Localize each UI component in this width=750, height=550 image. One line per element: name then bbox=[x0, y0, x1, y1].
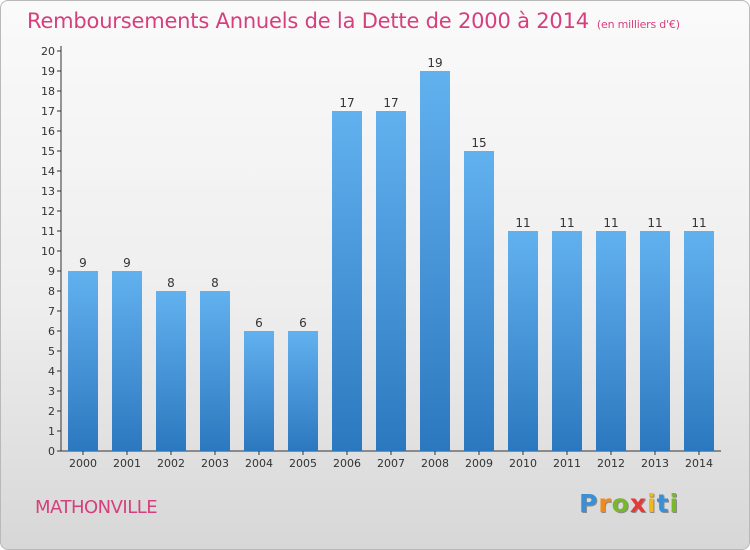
x-tick-label: 2000 bbox=[69, 457, 97, 470]
y-tick-label: 15 bbox=[41, 145, 55, 158]
data-label: 15 bbox=[471, 136, 486, 150]
logo-letter: P bbox=[579, 489, 599, 518]
y-tick-label: 20 bbox=[41, 45, 55, 58]
bar bbox=[332, 111, 362, 451]
x-tick-label: 2005 bbox=[289, 457, 317, 470]
data-label: 11 bbox=[603, 216, 618, 230]
bar bbox=[200, 291, 230, 451]
logo-letter: x bbox=[629, 489, 647, 518]
chart-title-row: Remboursements Annuels de la Dette de 20… bbox=[27, 9, 680, 33]
x-tick-label: 2013 bbox=[641, 457, 669, 470]
bar bbox=[288, 331, 318, 451]
y-tick-label: 8 bbox=[48, 285, 55, 298]
x-tick-label: 2009 bbox=[465, 457, 493, 470]
y-tick-label: 18 bbox=[41, 85, 55, 98]
proxiti-logo: Proxiti bbox=[579, 489, 679, 518]
y-tick-label: 14 bbox=[41, 165, 55, 178]
data-label: 11 bbox=[691, 216, 706, 230]
y-tick-label: 1 bbox=[48, 425, 55, 438]
y-tick-label: 5 bbox=[48, 345, 55, 358]
y-tick-label: 7 bbox=[48, 305, 55, 318]
x-tick-label: 2004 bbox=[245, 457, 273, 470]
x-tick-label: 2002 bbox=[157, 457, 185, 470]
data-label: 11 bbox=[515, 216, 530, 230]
y-tick-label: 17 bbox=[41, 105, 55, 118]
logo-letter: o bbox=[611, 489, 630, 518]
bar bbox=[420, 71, 450, 451]
data-label: 17 bbox=[339, 96, 354, 110]
data-label: 6 bbox=[299, 316, 307, 330]
data-label: 9 bbox=[123, 256, 131, 270]
bars: 9 9 8 8 6 6 17 17 19 15 11 11 11 11 11 bbox=[68, 56, 714, 451]
x-tick-label: 2003 bbox=[201, 457, 229, 470]
y-tick-label: 0 bbox=[48, 445, 55, 458]
bar bbox=[596, 231, 626, 451]
commune-name: MATHONVILLE bbox=[35, 497, 158, 518]
bar bbox=[244, 331, 274, 451]
data-label: 8 bbox=[211, 276, 219, 290]
y-tick-label: 2 bbox=[48, 405, 55, 418]
bar bbox=[156, 291, 186, 451]
y-tick-label: 10 bbox=[41, 245, 55, 258]
bar bbox=[376, 111, 406, 451]
bar bbox=[684, 231, 714, 451]
y-tick-label: 9 bbox=[48, 265, 55, 278]
data-label: 11 bbox=[559, 216, 574, 230]
bar bbox=[112, 271, 142, 451]
x-tick-label: 2012 bbox=[597, 457, 625, 470]
x-tick-label: 2010 bbox=[509, 457, 537, 470]
data-label: 8 bbox=[167, 276, 175, 290]
data-label: 6 bbox=[255, 316, 263, 330]
bar bbox=[464, 151, 494, 451]
bar bbox=[508, 231, 538, 451]
y-tick-label: 3 bbox=[48, 385, 55, 398]
chart-unit: (en milliers d'€) bbox=[596, 18, 680, 31]
x-tick-label: 2007 bbox=[377, 457, 405, 470]
y-tick-label: 13 bbox=[41, 185, 55, 198]
bar bbox=[640, 231, 670, 451]
y-tick-label: 4 bbox=[48, 365, 55, 378]
bar bbox=[68, 271, 98, 451]
x-tick-label: 2006 bbox=[333, 457, 361, 470]
x-tick-label: 2001 bbox=[113, 457, 141, 470]
x-tick-label: 2011 bbox=[553, 457, 581, 470]
data-label: 9 bbox=[79, 256, 87, 270]
x-tick-label: 2008 bbox=[421, 457, 449, 470]
y-tick-label: 19 bbox=[41, 65, 55, 78]
data-label: 17 bbox=[383, 96, 398, 110]
data-label: 11 bbox=[647, 216, 662, 230]
chart-title: Remboursements Annuels de la Dette de 20… bbox=[27, 9, 589, 33]
logo-letter: t bbox=[656, 489, 670, 518]
y-tick-label: 12 bbox=[41, 205, 55, 218]
x-tick-label: 2014 bbox=[685, 457, 713, 470]
y-tick-label: 11 bbox=[41, 225, 55, 238]
logo-letter: r bbox=[598, 489, 612, 518]
bar bbox=[552, 231, 582, 451]
logo-letter: i bbox=[647, 489, 657, 518]
y-tick-label: 16 bbox=[41, 125, 55, 138]
logo-letter: i bbox=[669, 489, 680, 518]
y-tick-label: 6 bbox=[48, 325, 55, 338]
data-label: 19 bbox=[427, 56, 442, 70]
